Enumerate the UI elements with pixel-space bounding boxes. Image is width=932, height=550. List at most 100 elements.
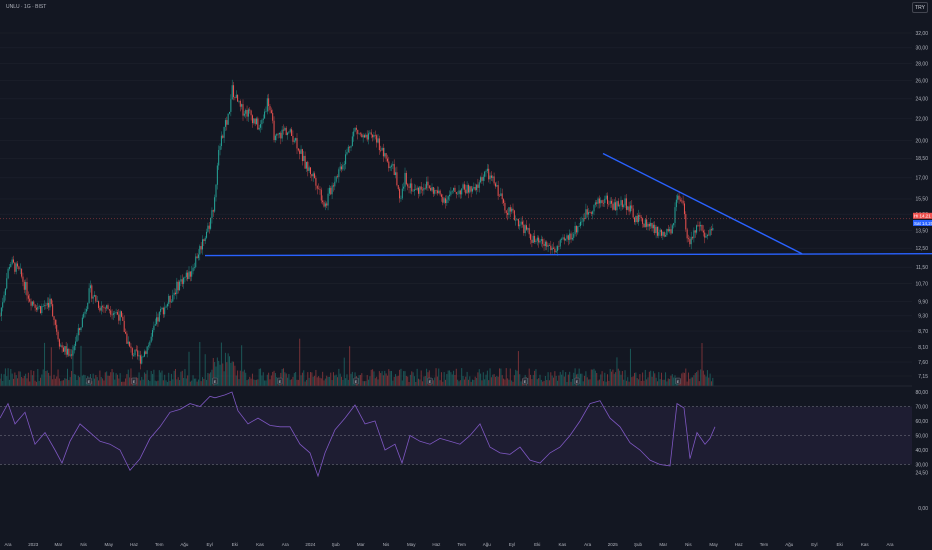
- volume-bar: [73, 374, 75, 386]
- candle-body: [26, 282, 28, 296]
- candle-body: [528, 228, 530, 235]
- volume-bar: [359, 374, 361, 386]
- volume-bar: [172, 379, 174, 386]
- candle-body: [667, 228, 669, 232]
- candle-body: [543, 243, 545, 247]
- candle-body: [357, 129, 359, 134]
- volume-bar: [505, 368, 507, 386]
- volume-bar: [497, 376, 499, 386]
- volume-bar: [231, 361, 233, 386]
- candle-body: [202, 239, 203, 250]
- volume-bar: [613, 373, 615, 386]
- candle-body: [644, 219, 646, 228]
- volume-bar: [508, 379, 510, 386]
- currency-button[interactable]: TRY: [912, 2, 928, 13]
- candle-body: [526, 225, 527, 230]
- volume-bar: [662, 379, 664, 386]
- volume-bar: [492, 374, 494, 386]
- volume-bar: [670, 375, 672, 386]
- volume-bar: [293, 373, 295, 386]
- candle-body: [123, 320, 125, 333]
- volume-bar: [242, 371, 244, 386]
- volume-bar: [580, 373, 581, 386]
- candle-body: [617, 201, 619, 207]
- candle-body: [64, 346, 66, 352]
- candle-body: [392, 164, 394, 166]
- candle-body: [347, 146, 349, 153]
- volume-bar: [224, 352, 226, 386]
- candle-body: [378, 138, 380, 151]
- volume-bar: [68, 380, 70, 386]
- candle-body: [411, 183, 413, 192]
- earnings-marker-label: E: [576, 379, 579, 384]
- earnings-marker: [212, 377, 218, 385]
- candle-body: [166, 303, 168, 307]
- candle-body: [103, 307, 105, 308]
- volume-bar: [121, 381, 122, 386]
- volume-bar: [632, 376, 634, 386]
- volume-bar: [517, 351, 519, 386]
- candle-body: [443, 198, 445, 203]
- candle-body: [469, 186, 471, 193]
- candle-body: [99, 307, 101, 311]
- candle-body: [173, 292, 175, 295]
- candle-body: [185, 272, 187, 278]
- volume-bar: [499, 368, 500, 386]
- candle-body: [62, 347, 64, 352]
- candle-body: [415, 189, 417, 191]
- volume-bar: [299, 338, 301, 386]
- candle-body: [619, 205, 621, 207]
- candle-body: [50, 298, 52, 305]
- earnings-marker: [131, 377, 137, 385]
- volume-bar: [237, 370, 239, 386]
- candle-body: [158, 311, 160, 322]
- candle-body: [454, 187, 456, 193]
- candle-body: [472, 188, 473, 192]
- volume-bar: [515, 369, 517, 386]
- volume-bar: [154, 380, 156, 386]
- candle-body: [260, 124, 262, 128]
- time-tick-label: Eki: [836, 542, 842, 547]
- candle-body: [188, 271, 190, 279]
- candle-body: [45, 305, 47, 306]
- candle-body: [544, 241, 546, 247]
- volume-bar: [512, 381, 514, 386]
- volume-bar: [223, 371, 225, 386]
- candle-body: [625, 198, 627, 210]
- candle-body: [77, 328, 79, 336]
- candle-body: [161, 307, 163, 310]
- candle-body: [462, 184, 464, 189]
- earnings-marker-label: E: [214, 379, 217, 384]
- candle-body: [314, 173, 316, 179]
- volume-bar: [690, 377, 692, 386]
- volume-bar: [503, 378, 505, 386]
- candle-body: [61, 345, 63, 348]
- volume-bar: [77, 375, 79, 386]
- candle-body: [200, 246, 202, 250]
- volume-bar: [184, 369, 186, 386]
- candle-body: [6, 278, 8, 289]
- candle-body: [404, 172, 406, 187]
- candle-body: [247, 109, 249, 117]
- volume-bar: [176, 379, 178, 386]
- candle-body: [46, 302, 48, 306]
- time-tick-label: Eki: [534, 542, 540, 547]
- volume-bar: [262, 372, 264, 386]
- candle-body: [37, 307, 39, 310]
- candle-body: [192, 267, 194, 272]
- volume-bar: [351, 371, 353, 386]
- volume-bar: [157, 380, 159, 386]
- volume-bar: [470, 381, 472, 386]
- candle-body: [308, 167, 310, 171]
- volume-bar: [173, 370, 175, 386]
- candle-body: [419, 186, 421, 194]
- trendlines[interactable]: [204, 152, 932, 257]
- candle-body: [396, 172, 398, 186]
- candle-body: [416, 187, 418, 190]
- candle-body: [11, 259, 13, 264]
- candle-body: [285, 127, 287, 135]
- symbol-title: UNLU · 1G · BIST: [6, 4, 47, 10]
- volume-bar: [493, 374, 495, 386]
